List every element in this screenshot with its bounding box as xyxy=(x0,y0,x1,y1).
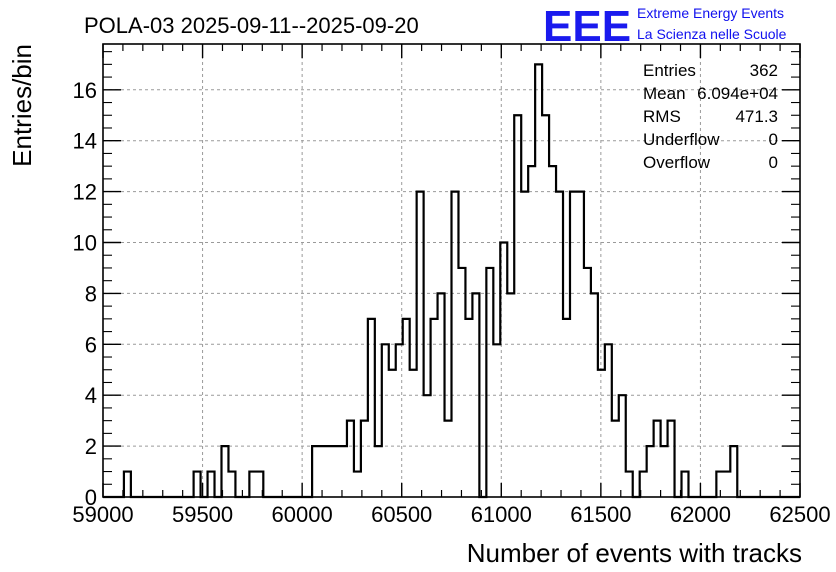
histogram-bin xyxy=(661,446,668,497)
y-tick-label: 12 xyxy=(73,180,97,205)
chart-title: POLA-03 2025-09-11--2025-09-20 xyxy=(84,13,419,38)
eee-logo-line2: La Scienza nelle Scuole xyxy=(637,26,787,42)
y-axis-label: Entries/bin xyxy=(7,44,37,167)
histogram-bin xyxy=(375,446,382,497)
histogram-bin xyxy=(542,115,549,497)
histogram-bin xyxy=(521,192,528,497)
stats-label: Underflow xyxy=(643,130,720,149)
x-tick-label: 60500 xyxy=(371,502,432,527)
histogram-bin xyxy=(326,446,333,497)
y-tick-label: 0 xyxy=(85,485,97,510)
stats-value: 0 xyxy=(769,130,778,149)
histogram-bin xyxy=(410,370,417,497)
histogram-bin xyxy=(493,344,500,497)
histogram-bin xyxy=(507,293,514,497)
histogram-bin xyxy=(563,319,570,497)
stats-value: 471.3 xyxy=(735,107,778,126)
histogram-bin xyxy=(389,370,396,497)
x-tick-label: 60000 xyxy=(272,502,333,527)
stats-box: Entries 362 Mean 6.094e+04 RMS 471.3 Underflow… xyxy=(643,61,778,172)
stats-value: 0 xyxy=(769,153,778,172)
x-axis-label: Number of events with tracks xyxy=(467,538,802,568)
histogram-bin xyxy=(445,421,452,497)
axis-ticks xyxy=(102,44,801,498)
x-tick-label: 62500 xyxy=(769,502,830,527)
y-tick-label: 2 xyxy=(85,434,97,459)
histogram-bin xyxy=(528,166,535,497)
stats-label: Mean xyxy=(643,84,686,103)
y-tick-labels: 0 2 4 6 8 10 12 14 16 xyxy=(73,78,97,510)
histogram-bin xyxy=(340,446,347,497)
histogram-bin xyxy=(424,395,431,497)
histogram-bin xyxy=(465,319,472,497)
stats-label: Overflow xyxy=(643,153,711,172)
histogram-bin xyxy=(723,472,730,497)
stats-value: 6.094e+04 xyxy=(697,84,778,103)
y-tick-label: 10 xyxy=(73,231,97,256)
eee-logo-mark: EEE xyxy=(543,2,631,51)
y-tick-label: 8 xyxy=(85,281,97,306)
histogram-bin xyxy=(319,446,326,497)
histogram-bin xyxy=(598,370,605,497)
histogram-bin xyxy=(584,268,591,497)
x-tick-label: 59500 xyxy=(172,502,233,527)
y-tick-label: 14 xyxy=(73,129,97,154)
x-tick-label: 61000 xyxy=(471,502,532,527)
eee-logo-line1: Extreme Energy Events xyxy=(637,5,784,21)
histogram-bin xyxy=(549,166,556,497)
eee-logo: EEE Extreme Energy Events La Scienza nel… xyxy=(543,2,787,51)
histogram-bin xyxy=(354,472,361,497)
stats-label: Entries xyxy=(643,61,696,80)
x-tick-label: 59000 xyxy=(72,502,133,527)
stats-label: RMS xyxy=(643,107,681,126)
plot-frame xyxy=(102,43,801,498)
x-tick-label: 62000 xyxy=(670,502,731,527)
y-tick-label: 6 xyxy=(85,332,97,357)
histogram-bin xyxy=(612,421,619,497)
x-tick-label: 61500 xyxy=(570,502,631,527)
y-tick-label: 16 xyxy=(73,78,97,103)
histogram-outline xyxy=(103,63,800,499)
x-tick-labels: 59000 59500 60000 60500 61000 61500 62000 62500 xyxy=(72,502,830,527)
stats-value: 362 xyxy=(750,61,778,80)
y-tick-label: 4 xyxy=(85,383,97,408)
histogram-bin xyxy=(333,446,340,497)
